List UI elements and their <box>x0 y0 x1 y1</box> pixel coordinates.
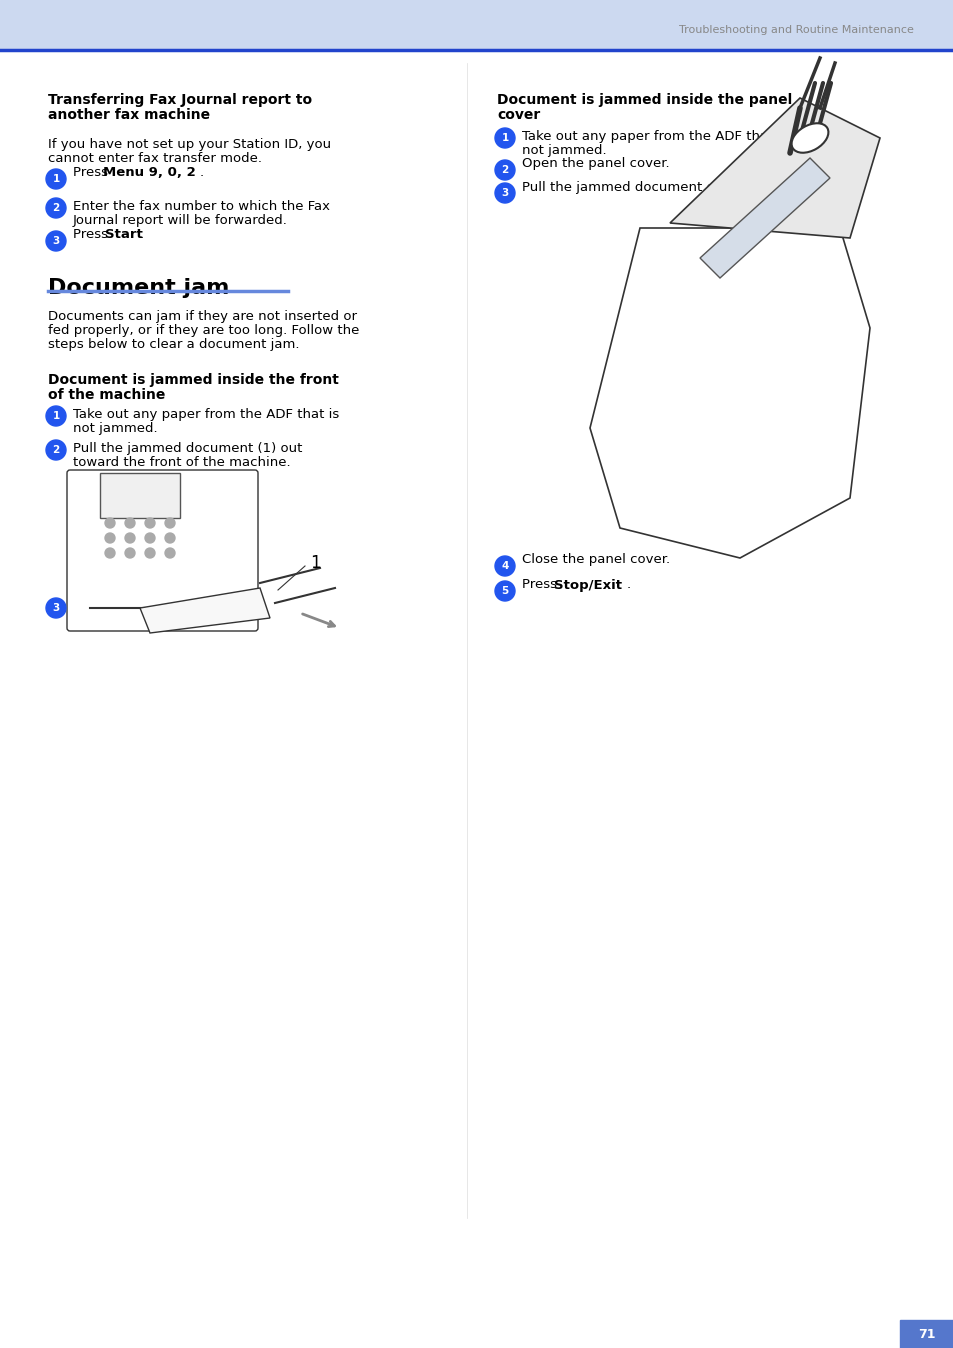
Text: Press: Press <box>73 229 112 241</box>
Text: Take out any paper from the ADF that is: Take out any paper from the ADF that is <box>521 129 787 143</box>
Text: Stop/Exit: Stop/Exit <box>554 578 621 592</box>
Text: Document is jammed inside the front: Document is jammed inside the front <box>48 373 338 387</box>
Polygon shape <box>700 158 829 278</box>
Circle shape <box>105 549 115 558</box>
FancyBboxPatch shape <box>67 470 257 631</box>
Text: Take out any paper from the ADF that is: Take out any paper from the ADF that is <box>73 408 339 421</box>
Text: .: . <box>178 596 182 608</box>
Circle shape <box>145 518 154 528</box>
Text: Menu 9, 0, 2: Menu 9, 0, 2 <box>103 167 195 179</box>
Circle shape <box>46 599 66 617</box>
Text: 2: 2 <box>501 164 508 175</box>
Text: .: . <box>200 167 204 179</box>
Text: Press: Press <box>73 167 112 179</box>
Text: another fax machine: another fax machine <box>48 108 210 123</box>
Text: 1: 1 <box>52 174 60 183</box>
Circle shape <box>145 532 154 543</box>
Circle shape <box>165 518 174 528</box>
Polygon shape <box>140 588 270 634</box>
Bar <box>100 473 180 518</box>
Ellipse shape <box>791 123 827 152</box>
Circle shape <box>46 198 66 218</box>
Circle shape <box>495 128 515 148</box>
Circle shape <box>46 406 66 426</box>
Text: cover: cover <box>497 108 539 123</box>
Text: Start: Start <box>105 229 143 241</box>
Text: Open the panel cover.: Open the panel cover. <box>521 158 669 170</box>
Text: 3: 3 <box>501 187 508 198</box>
Circle shape <box>105 518 115 528</box>
Text: Stop/Exit: Stop/Exit <box>105 596 172 608</box>
Text: If you have not set up your Station ID, you: If you have not set up your Station ID, … <box>48 137 331 151</box>
Circle shape <box>46 439 66 460</box>
Text: Close the panel cover.: Close the panel cover. <box>521 554 669 566</box>
Text: not jammed.: not jammed. <box>73 422 157 435</box>
Text: .: . <box>140 229 144 241</box>
Text: cannot enter fax transfer mode.: cannot enter fax transfer mode. <box>48 152 262 164</box>
Text: .: . <box>626 578 631 592</box>
Text: not jammed.: not jammed. <box>521 144 606 156</box>
Text: Document jam: Document jam <box>48 278 229 298</box>
Circle shape <box>125 532 135 543</box>
Circle shape <box>105 532 115 543</box>
Text: Pull the jammed document out.: Pull the jammed document out. <box>521 181 732 194</box>
Polygon shape <box>589 228 869 558</box>
Text: 2: 2 <box>52 445 60 456</box>
Circle shape <box>165 549 174 558</box>
Circle shape <box>495 160 515 181</box>
Text: 3: 3 <box>52 236 60 245</box>
Text: of the machine: of the machine <box>48 388 165 402</box>
Text: 71: 71 <box>918 1328 935 1340</box>
Bar <box>899 1320 953 1348</box>
Text: Document is jammed inside the panel: Document is jammed inside the panel <box>497 93 791 106</box>
Circle shape <box>165 532 174 543</box>
Circle shape <box>145 549 154 558</box>
Text: 4: 4 <box>500 561 508 572</box>
Text: steps below to clear a document jam.: steps below to clear a document jam. <box>48 338 299 350</box>
Text: 1: 1 <box>310 554 320 572</box>
Circle shape <box>495 581 515 601</box>
Text: Journal report will be forwarded.: Journal report will be forwarded. <box>73 214 288 226</box>
Bar <box>0 0 953 50</box>
Circle shape <box>495 555 515 576</box>
Text: Press: Press <box>521 578 560 592</box>
Text: Press: Press <box>73 596 112 608</box>
Text: Pull the jammed document (1) out: Pull the jammed document (1) out <box>73 442 302 456</box>
Circle shape <box>125 549 135 558</box>
Circle shape <box>46 231 66 251</box>
Text: 2: 2 <box>52 204 60 213</box>
Text: fed properly, or if they are too long. Follow the: fed properly, or if they are too long. F… <box>48 324 359 337</box>
Circle shape <box>46 168 66 189</box>
Text: 1: 1 <box>501 133 508 143</box>
Polygon shape <box>669 98 879 239</box>
Text: Documents can jam if they are not inserted or: Documents can jam if they are not insert… <box>48 310 356 324</box>
Circle shape <box>495 183 515 204</box>
Text: toward the front of the machine.: toward the front of the machine. <box>73 456 291 469</box>
Text: Enter the fax number to which the Fax: Enter the fax number to which the Fax <box>73 200 330 213</box>
Text: Troubleshooting and Routine Maintenance: Troubleshooting and Routine Maintenance <box>679 26 913 35</box>
Circle shape <box>125 518 135 528</box>
Text: 5: 5 <box>501 586 508 596</box>
Text: 1: 1 <box>52 411 60 421</box>
Text: 3: 3 <box>52 603 60 613</box>
Text: Transferring Fax Journal report to: Transferring Fax Journal report to <box>48 93 312 106</box>
